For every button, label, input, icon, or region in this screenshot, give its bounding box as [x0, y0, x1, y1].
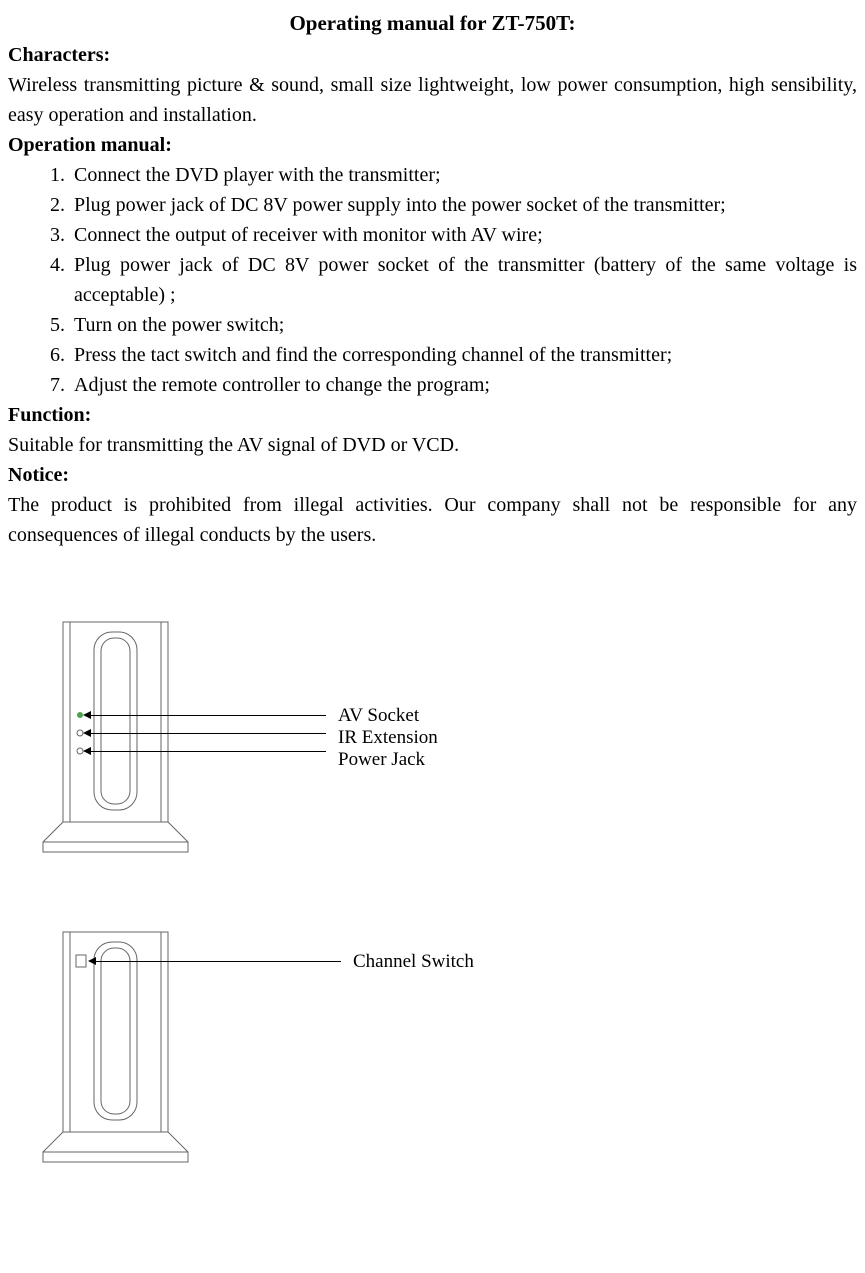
list-item: Turn on the power switch; — [70, 310, 857, 340]
page-title: Operating manual for ZT-750T: — [8, 8, 857, 40]
leader-line — [91, 751, 326, 752]
characters-body: Wireless transmitting picture & sound, s… — [8, 70, 857, 130]
arrow-icon — [88, 957, 96, 965]
arrow-icon — [83, 711, 91, 719]
list-item: Connect the output of receiver with moni… — [70, 220, 857, 250]
leader-line — [96, 961, 341, 962]
operation-heading: Operation manual: — [8, 130, 857, 160]
device-bottom-icon — [38, 920, 193, 1170]
list-item: Plug power jack of DC 8V power supply in… — [70, 190, 857, 220]
list-item: Connect the DVD player with the transmit… — [70, 160, 857, 190]
diagram-area: AV Socket IR Extension Power Jack Channe… — [8, 610, 857, 1150]
arrow-icon — [83, 747, 91, 755]
notice-body: The product is prohibited from illegal a… — [8, 490, 857, 550]
notice-heading: Notice: — [8, 460, 857, 490]
list-item: Adjust the remote controller to change t… — [70, 370, 857, 400]
list-item: Plug power jack of DC 8V power socket of… — [70, 250, 857, 310]
label-power-jack: Power Jack — [338, 750, 425, 769]
leader-line — [91, 715, 326, 716]
label-channel-switch: Channel Switch — [353, 952, 474, 971]
leader-line — [91, 733, 326, 734]
device-top-icon — [38, 610, 193, 860]
list-item: Press the tact switch and find the corre… — [70, 340, 857, 370]
characters-heading: Characters: — [8, 40, 857, 70]
function-heading: Function: — [8, 400, 857, 430]
operation-steps-list: Connect the DVD player with the transmit… — [8, 160, 857, 400]
label-av-socket: AV Socket — [338, 706, 419, 725]
function-body: Suitable for transmitting the AV signal … — [8, 430, 857, 460]
arrow-icon — [83, 729, 91, 737]
label-ir-extension: IR Extension — [338, 728, 438, 747]
